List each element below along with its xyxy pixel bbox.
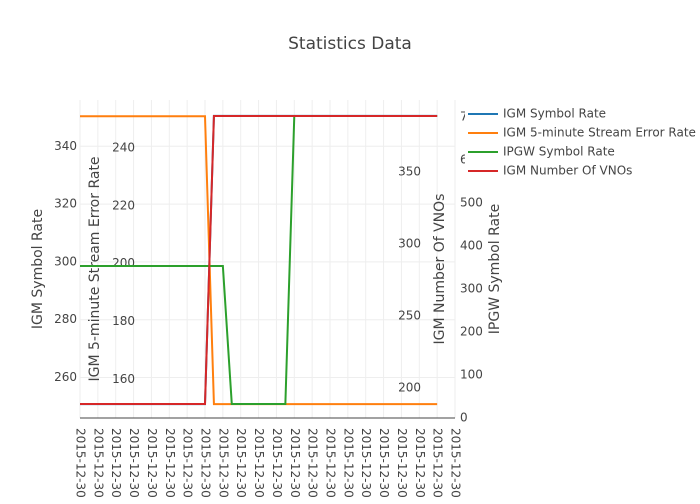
y-tick-label: 160 (112, 372, 135, 386)
y-tick-label: 300 (54, 254, 77, 268)
y-tick-label: 200 (460, 325, 483, 339)
x-tick-label: 2015-12-30 1 (163, 428, 177, 500)
y-axis-title: IGM 5-minute Stream Error Rate (87, 156, 103, 381)
chart-title: Statistics Data (288, 34, 412, 54)
x-tick-label: 2015-12-30 1 (306, 428, 320, 500)
y-tick-label: 100 (460, 368, 483, 382)
y-tick-label: 240 (112, 140, 135, 154)
y-tick-label: 300 (398, 236, 421, 250)
legend-label: IPGW Symbol Rate (503, 145, 615, 159)
x-tick-label: 2015-12-30 1 (91, 428, 105, 500)
y-tick-label: 180 (112, 314, 135, 328)
x-tick-label: 2015-12-30 1 (181, 428, 195, 500)
y-tick-label: 200 (398, 380, 421, 394)
x-tick-label: 2015-12-30 1 (431, 428, 445, 500)
y-tick-label: 350 (398, 164, 421, 178)
legend-background (465, 104, 700, 182)
y-tick-label: 500 (460, 196, 483, 210)
y-tick-label: 400 (460, 239, 483, 253)
x-tick-label: 2015-12-30 1 (145, 428, 159, 500)
y-tick-label: 280 (54, 312, 77, 326)
x-tick-label: 2015-12-30 1 (216, 428, 230, 500)
x-tick-label: 2015-12-30 1 (74, 428, 88, 500)
x-tick-label: 2015-12-30 1 (395, 428, 409, 500)
x-tick-label: 2015-12-30 1 (359, 428, 373, 500)
x-tick-label: 2015-12-30 1 (234, 428, 248, 500)
legend-label: IGM Number Of VNOs (503, 164, 632, 178)
y-tick-label: 260 (54, 370, 77, 384)
x-tick-label: 2015-12-30 1 (252, 428, 266, 500)
y-tick-label: 320 (54, 197, 77, 211)
y-tick-label: 200 (112, 256, 135, 270)
x-tick-label: 2015-12-30 1 (109, 428, 123, 500)
y-axis-title: IGM Symbol Rate (30, 209, 46, 329)
legend-label: IGM 5-minute Stream Error Rate (503, 126, 696, 140)
x-tick-label: 2015-12-30 1 (413, 428, 427, 500)
y-tick-label: 250 (398, 308, 421, 322)
y-tick-label: 0 (460, 411, 468, 425)
y-axis-title: IGM Number Of VNOs (432, 194, 448, 345)
x-tick-label: 2015-12-30 1 (199, 428, 213, 500)
y-tick-label: 300 (460, 282, 483, 296)
x-tick-label: 2015-12-30 1 (270, 428, 284, 500)
series-line (80, 114, 438, 406)
x-tick-label: 2015-12-30 1 (341, 428, 355, 500)
y-tick-label: 340 (54, 139, 77, 153)
y-tick-label: 220 (112, 198, 135, 212)
x-tick-label: 2015-12-30 1 (127, 428, 141, 500)
y-axis-title: IPGW Symbol Rate (487, 204, 503, 334)
legend-label: IGM Symbol Rate (503, 107, 606, 121)
x-tick-label: 2015-12-30 1 (288, 428, 302, 500)
x-tick-label: 2015-12-30 1 (449, 428, 463, 500)
x-tick-label: 2015-12-30 1 (377, 428, 391, 500)
x-tick-label: 2015-12-30 1 (324, 428, 338, 500)
